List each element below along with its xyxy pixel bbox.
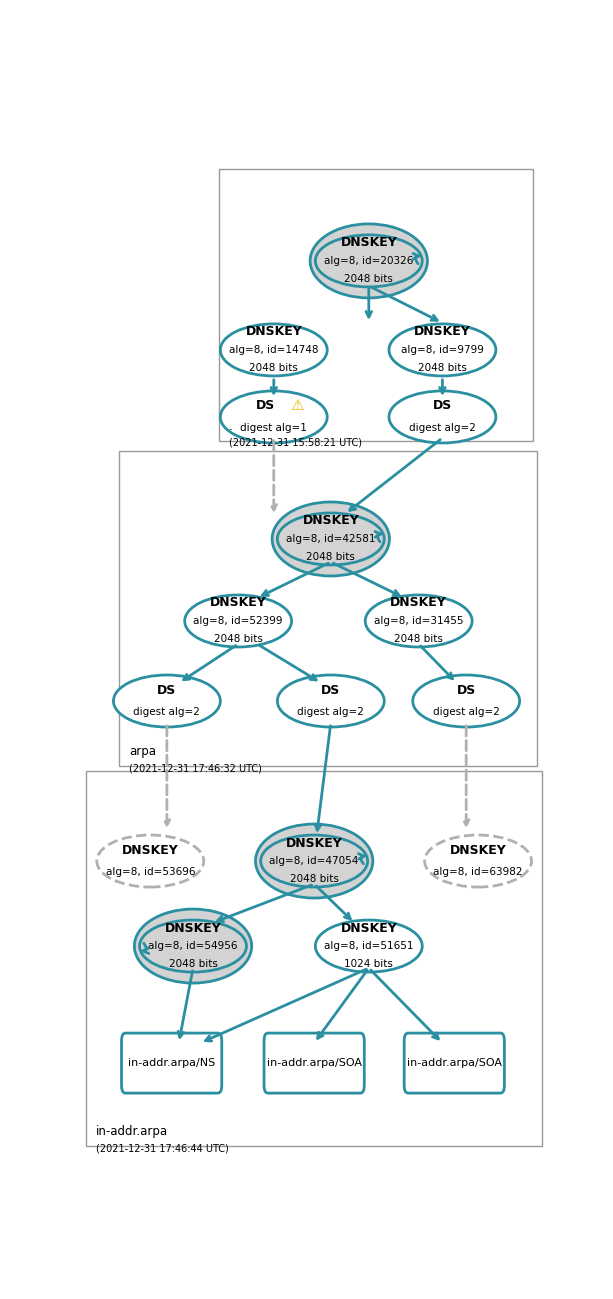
Text: in-addr.arpa/SOA: in-addr.arpa/SOA [267,1059,362,1068]
Ellipse shape [425,835,531,887]
Text: alg=8, id=47054: alg=8, id=47054 [270,856,359,866]
Text: DNSKEY: DNSKEY [302,514,359,527]
Text: (2021-12-31 17:46:44 UTC): (2021-12-31 17:46:44 UTC) [96,1143,229,1154]
Ellipse shape [220,323,327,375]
Text: 1024 bits: 1024 bits [345,959,393,969]
Text: alg=8, id=52399: alg=8, id=52399 [193,616,283,626]
Text: digest alg=2: digest alg=2 [409,423,476,433]
Text: alg=8, id=63982: alg=8, id=63982 [433,866,523,877]
Text: alg=8, id=9799: alg=8, id=9799 [401,346,484,355]
Text: alg=8, id=54956: alg=8, id=54956 [148,940,238,951]
Text: DNSKEY: DNSKEY [286,837,343,850]
Text: alg=8, id=42581: alg=8, id=42581 [286,534,376,544]
FancyBboxPatch shape [404,1033,504,1092]
Text: digest alg=2: digest alg=2 [297,707,364,717]
Text: 2048 bits: 2048 bits [394,634,443,644]
Ellipse shape [140,920,246,972]
Ellipse shape [97,835,204,887]
Text: .: . [229,420,232,433]
Text: DNSKEY: DNSKEY [390,596,447,609]
Ellipse shape [277,513,384,565]
Text: 2048 bits: 2048 bits [345,274,393,284]
FancyBboxPatch shape [86,772,542,1146]
Text: alg=8, id=31455: alg=8, id=31455 [374,616,463,626]
Text: DNSKEY: DNSKEY [165,921,221,934]
Ellipse shape [277,675,384,727]
Text: (2021-12-31 15:58:21 UTC): (2021-12-31 15:58:21 UTC) [229,438,362,448]
Text: 2048 bits: 2048 bits [306,552,355,562]
Ellipse shape [389,391,496,443]
Text: 2048 bits: 2048 bits [214,634,262,644]
Ellipse shape [113,675,220,727]
Text: in-addr.arpa: in-addr.arpa [96,1125,168,1138]
Text: DS: DS [158,683,177,696]
Ellipse shape [134,909,252,983]
Text: 2048 bits: 2048 bits [418,362,467,373]
Text: in-addr.arpa/NS: in-addr.arpa/NS [128,1059,215,1068]
Text: DNSKEY: DNSKEY [414,326,471,339]
Text: DNSKEY: DNSKEY [340,236,397,249]
Text: in-addr.arpa/SOA: in-addr.arpa/SOA [407,1059,502,1068]
Text: digest alg=2: digest alg=2 [433,707,500,717]
Ellipse shape [389,323,496,375]
FancyBboxPatch shape [219,169,533,440]
Text: alg=8, id=53696: alg=8, id=53696 [105,866,195,877]
FancyBboxPatch shape [120,451,538,766]
Text: alg=8, id=14748: alg=8, id=14748 [229,346,319,355]
Ellipse shape [365,595,472,647]
Ellipse shape [315,235,422,287]
Text: (2021-12-31 17:46:32 UTC): (2021-12-31 17:46:32 UTC) [129,763,262,773]
Ellipse shape [220,391,327,443]
Text: ⚠: ⚠ [290,399,303,413]
Text: 2048 bits: 2048 bits [169,959,218,969]
Text: 2048 bits: 2048 bits [290,874,338,885]
Text: DNSKEY: DNSKEY [340,921,397,934]
Ellipse shape [272,501,389,575]
Text: alg=8, id=20326: alg=8, id=20326 [324,256,414,266]
Text: DNSKEY: DNSKEY [122,843,178,856]
Text: alg=8, id=51651: alg=8, id=51651 [324,940,414,951]
Ellipse shape [256,824,373,898]
Text: DNSKEY: DNSKEY [245,326,302,339]
Text: DS: DS [457,683,476,696]
FancyBboxPatch shape [264,1033,364,1092]
Ellipse shape [315,920,422,972]
Ellipse shape [185,595,292,647]
FancyBboxPatch shape [121,1033,222,1092]
Text: 2048 bits: 2048 bits [249,362,298,373]
Ellipse shape [310,223,427,297]
Text: digest alg=2: digest alg=2 [134,707,200,717]
Ellipse shape [413,675,520,727]
Text: digest alg=1: digest alg=1 [240,423,307,433]
Text: DS: DS [433,399,452,413]
Text: DS: DS [321,683,340,696]
Ellipse shape [261,835,368,887]
Text: DS: DS [256,399,275,413]
Text: DNSKEY: DNSKEY [210,596,267,609]
Text: arpa: arpa [129,746,156,759]
Text: DNSKEY: DNSKEY [450,843,506,856]
